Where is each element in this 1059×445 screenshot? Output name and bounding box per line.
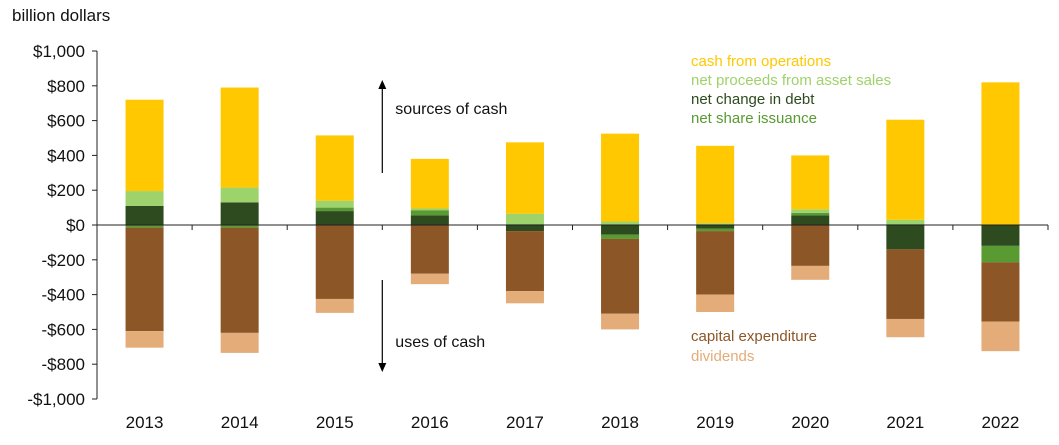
bar-segment-net-share-issuance	[315, 207, 354, 212]
bar-segment-net-proceeds-from-asset-sales	[791, 209, 830, 213]
bar-segment-cash-from-operations	[410, 158, 449, 209]
bar-segment-net-proceeds-from-asset-sales	[410, 208, 449, 211]
x-tick-label: 2016	[411, 413, 449, 432]
bar-segment-cash-from-operations	[886, 119, 925, 220]
bar-segment-net-change-in-debt	[505, 225, 544, 232]
y-tick-label: -$1,000	[27, 390, 85, 409]
bar-segment-net-proceeds-from-asset-sales	[125, 191, 164, 206]
x-tick-label: 2018	[601, 413, 639, 432]
bar-segment-dividends	[696, 294, 735, 312]
bar-segment-net-share-issuance	[410, 210, 449, 216]
bar-segment-dividends	[886, 318, 925, 338]
bar-segment-capital-expenditure	[505, 231, 544, 292]
x-tick-label: 2013	[126, 413, 164, 432]
sources-arrowhead	[378, 80, 387, 89]
bar-segment-capital-expenditure	[886, 249, 925, 319]
legend-entry: capital expenditure	[691, 328, 817, 345]
y-tick-label: -$600	[42, 320, 85, 339]
bar-segment-net-share-issuance	[791, 212, 830, 216]
y-tick-label: -$400	[42, 286, 85, 305]
legend-entry: net change in debt	[691, 91, 815, 108]
bar-segment-capital-expenditure	[601, 238, 640, 314]
x-tick-label: 2015	[316, 413, 354, 432]
bar-segment-cash-from-operations	[696, 145, 735, 224]
bar-segment-net-share-issuance	[696, 228, 735, 232]
x-tick-label: 2022	[982, 413, 1020, 432]
y-tick-label: $600	[47, 112, 85, 131]
bar-segment-cash-from-operations	[791, 155, 830, 210]
bar-segment-net-change-in-debt	[696, 225, 735, 229]
bar-segment-cash-from-operations	[315, 135, 354, 201]
y-tick-label: $200	[47, 181, 85, 200]
bar-segment-dividends	[410, 273, 449, 285]
bar-segment-capital-expenditure	[125, 227, 164, 332]
bar-segment-capital-expenditure	[315, 225, 354, 299]
bar-segment-net-change-in-debt	[886, 225, 925, 250]
bar-segment-net-change-in-debt	[791, 215, 830, 225]
legend-entry: net share issuance	[691, 110, 817, 127]
y-tick-label: $0	[66, 216, 85, 235]
x-tick-label: 2014	[221, 413, 259, 432]
x-tick-label: 2020	[791, 413, 829, 432]
bar-segment-cash-from-operations	[220, 87, 259, 188]
bar-segment-net-change-in-debt	[601, 225, 640, 235]
bar-segment-net-proceeds-from-asset-sales	[601, 221, 640, 225]
bar-segment-cash-from-operations	[981, 82, 1020, 225]
bar-segment-dividends	[505, 291, 544, 304]
legend-entry: cash from operations	[691, 53, 831, 70]
bar-segment-net-proceeds-from-asset-sales	[696, 223, 735, 225]
sources-of-cash-label: sources of cash	[395, 101, 507, 118]
bar-segment-net-change-in-debt	[981, 225, 1020, 246]
bar-segment-dividends	[125, 331, 164, 348]
y-axis-title: billion dollars	[12, 6, 111, 25]
x-tick-label: 2019	[696, 413, 734, 432]
bar-segment-dividends	[315, 298, 354, 313]
bar-segment-capital-expenditure	[410, 225, 449, 274]
bar-segment-cash-from-operations	[601, 133, 640, 222]
bar-segment-capital-expenditure	[981, 262, 1020, 322]
bar-segment-dividends	[220, 332, 259, 353]
bar-segment-net-proceeds-from-asset-sales	[886, 219, 925, 225]
bar-segment-net-proceeds-from-asset-sales	[505, 213, 544, 225]
bar-segment-net-proceeds-from-asset-sales	[220, 187, 259, 203]
y-tick-label: $400	[47, 146, 85, 165]
y-tick-label: -$800	[42, 355, 85, 374]
y-tick-label: -$200	[42, 251, 85, 270]
bar-segment-net-proceeds-from-asset-sales	[315, 200, 354, 208]
legend-entry: dividends	[691, 348, 754, 365]
uses-arrowhead	[378, 363, 387, 372]
y-tick-label: $800	[47, 77, 85, 96]
bar-segment-capital-expenditure	[220, 227, 259, 333]
x-tick-label: 2021	[886, 413, 924, 432]
y-tick-label: $1,000	[33, 42, 85, 61]
bar-segment-net-share-issuance	[220, 225, 259, 228]
legend-entry: net proceeds from asset sales	[691, 72, 891, 89]
bar-segment-net-change-in-debt	[410, 215, 449, 225]
bar-segment-dividends	[791, 265, 830, 280]
bar-segment-net-change-in-debt	[220, 202, 259, 225]
bar-segment-net-change-in-debt	[315, 211, 354, 225]
bar-segment-cash-from-operations	[505, 142, 544, 214]
uses-of-cash-label: uses of cash	[395, 334, 485, 351]
bar-segment-capital-expenditure	[791, 225, 830, 266]
bar-segment-dividends	[981, 321, 1020, 352]
bar-segment-cash-from-operations	[125, 99, 164, 192]
bar-segment-net-share-issuance	[981, 245, 1020, 263]
x-tick-label: 2017	[506, 413, 544, 432]
bar-segment-net-share-issuance	[601, 234, 640, 239]
bar-segment-net-share-issuance	[125, 225, 164, 228]
bar-segment-dividends	[601, 313, 640, 330]
bar-segment-capital-expenditure	[696, 231, 735, 295]
bar-segment-net-change-in-debt	[125, 205, 164, 225]
